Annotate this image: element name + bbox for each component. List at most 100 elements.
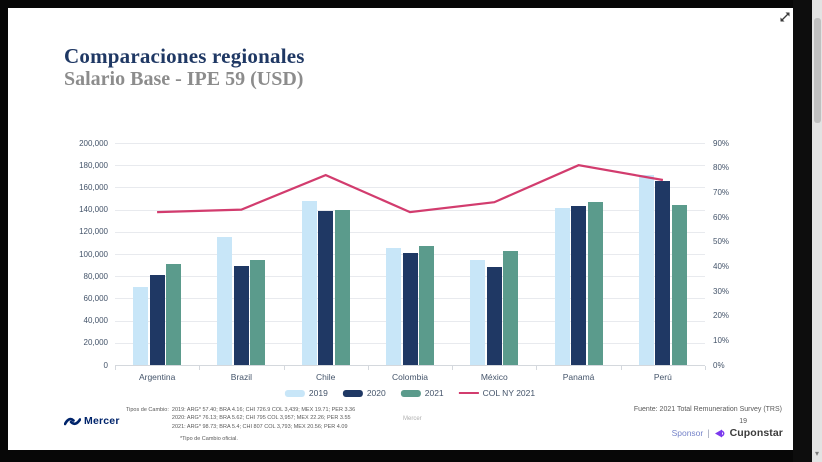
x-axis-tick — [367, 366, 369, 370]
bar-2020-Colombia — [402, 252, 418, 365]
x-axis-tick — [452, 366, 454, 370]
bar-2020-Argentina — [149, 275, 165, 365]
gridline — [115, 365, 705, 366]
x-axis-label-Perú: Perú — [653, 372, 672, 382]
y-axis-left-label: 200,000 — [79, 138, 108, 148]
bar-2021-Colombia — [419, 246, 434, 365]
page-number: 19 — [739, 418, 747, 425]
window-right-strip — [793, 0, 812, 462]
bar-2021-Chile — [334, 209, 350, 365]
bar-2020-Panamá — [571, 206, 587, 365]
bar-2019-Chile — [301, 200, 317, 365]
cuponstar-brand-text: Cuponstar — [729, 427, 783, 439]
sponsor-block: Sponsor | Cuponstar — [672, 427, 783, 439]
line-COL NY 2021 — [157, 164, 664, 214]
x-axis-label-Panamá: Panamá — [562, 372, 595, 382]
bar-2019-Perú — [638, 175, 654, 365]
exchange-rate-line-2019: 2019: ARG* 57.40; BRA 4.16; CHI 726.9 CO… — [171, 407, 356, 413]
mercer-logo: Mercer — [64, 415, 120, 427]
y-axis-right-label: 40% — [713, 261, 730, 271]
x-axis-label-Brazil: Brazil — [230, 372, 253, 382]
legend-swatch-2021 — [400, 389, 421, 397]
x-axis-tick — [283, 366, 285, 370]
y-axis-right-label: 30% — [713, 286, 730, 296]
chart-legend: 2019 2020 2021 COL NY 2021 — [284, 388, 536, 398]
y-axis-right-label: 80% — [713, 163, 730, 173]
legend-item-COL NY 2021: COL NY 2021 — [458, 388, 536, 398]
y-axis-left-label: 140,000 — [79, 205, 108, 215]
x-axis-label-México: México — [480, 372, 508, 382]
legend-swatch-2020 — [342, 389, 363, 397]
y-axis-left-label: 180,000 — [79, 160, 108, 170]
x-axis-tick — [536, 366, 538, 370]
y-axis-left-label: 160,000 — [79, 182, 108, 192]
y-axis-right-label: 20% — [713, 311, 730, 321]
legend-label: 2019 — [308, 388, 328, 398]
y-axis-left-label: 40,000 — [83, 316, 108, 326]
exchange-rates-note: Tipos de Cambio: 2019: ARG* 57.40; BRA 4… — [126, 406, 355, 431]
y-axis-left-label: 80,000 — [83, 271, 108, 281]
sponsor-separator: | — [707, 428, 710, 438]
bar-2021-México — [503, 250, 519, 365]
y-axis-left-label: 120,000 — [79, 227, 108, 237]
gridline — [115, 165, 705, 167]
bar-2019-México — [470, 259, 486, 365]
scrollbar-thumb[interactable] — [813, 18, 821, 123]
presentation-slide: Comparaciones regionales Salario Base - … — [8, 8, 793, 450]
bar-2019-Colombia — [386, 248, 401, 365]
y-axis-right-label: 50% — [713, 237, 730, 247]
legend-item-2020: 2020 — [342, 388, 386, 398]
y-axis-left-label: 20,000 — [83, 338, 108, 348]
legend-label: 2021 — [424, 388, 444, 398]
x-axis-tick — [115, 366, 116, 370]
y-axis-right-label: 70% — [713, 187, 730, 197]
exchange-rates-label: Tipos de Cambio: — [126, 407, 169, 413]
y-axis-right-label: 60% — [713, 212, 730, 222]
y-axis-left-label: 100,000 — [79, 249, 108, 259]
exchange-rate-line-2020: 2020: ARG* 76.13; BRA 5.62; CHI 795 COL … — [171, 415, 351, 422]
gridline — [115, 231, 705, 233]
bar-2020-México — [486, 267, 502, 365]
bar-2021-Brazil — [250, 259, 266, 365]
x-axis-label-Colombia: Colombia — [392, 372, 428, 382]
source-note: Fuente: 2021 Total Remuneration Survey (… — [633, 406, 782, 413]
x-axis-label-Chile: Chile — [316, 372, 336, 382]
mercer-logo-icon — [64, 417, 81, 425]
scrollbar-down-arrow[interactable]: ▾ — [814, 449, 819, 458]
gridline — [115, 187, 705, 189]
bar-2020-Perú — [655, 180, 671, 365]
page-title: Comparaciones regionales — [64, 44, 305, 68]
y-axis-left-label: 60,000 — [83, 293, 108, 303]
exchange-rate-line-2021: 2021: ARG* 98.73; BRA 5.4; CHI 807 COL 3… — [171, 423, 348, 430]
y-axis-right-label: 0% — [713, 360, 725, 370]
gridline — [115, 209, 705, 211]
x-axis-tick — [620, 366, 622, 370]
cuponstar-logo-icon — [714, 429, 725, 437]
exchange-rate-footnote: *Tipo de Cambio oficial. — [180, 436, 238, 442]
bar-2019-Argentina — [133, 287, 149, 365]
mercer-logo-text: Mercer — [84, 415, 120, 427]
x-axis-tick — [705, 366, 706, 370]
mercer-watermark: Mercer — [403, 416, 422, 422]
bar-2020-Chile — [318, 210, 334, 365]
bar-2019-Brazil — [217, 237, 233, 365]
page-subtitle: Salario Base - IPE 59 (USD) — [64, 68, 304, 90]
legend-label: COL NY 2021 — [482, 388, 536, 398]
legend-swatch-COL NY 2021 — [458, 391, 479, 395]
x-axis-label-Argentina: Argentina — [138, 372, 176, 382]
x-axis-tick — [199, 366, 201, 370]
legend-item-2019: 2019 — [284, 388, 328, 398]
scrollbar-track[interactable] — [812, 0, 822, 462]
y-axis-left-label: 0 — [103, 360, 108, 370]
legend-swatch-2019 — [284, 389, 305, 397]
legend-item-2021: 2021 — [400, 388, 444, 398]
bar-2021-Panamá — [587, 201, 603, 365]
y-axis-right-label: 10% — [713, 335, 730, 345]
sponsor-label: Sponsor — [671, 428, 704, 438]
legend-label: 2020 — [366, 388, 386, 398]
expand-fullscreen-icon[interactable] — [778, 10, 794, 26]
exchange-rates-lines: 2019: ARG* 57.40; BRA 4.16; CHI 726.9 CO… — [172, 406, 355, 431]
y-axis-right-label: 90% — [713, 138, 730, 148]
bar-2020-Brazil — [233, 266, 249, 365]
